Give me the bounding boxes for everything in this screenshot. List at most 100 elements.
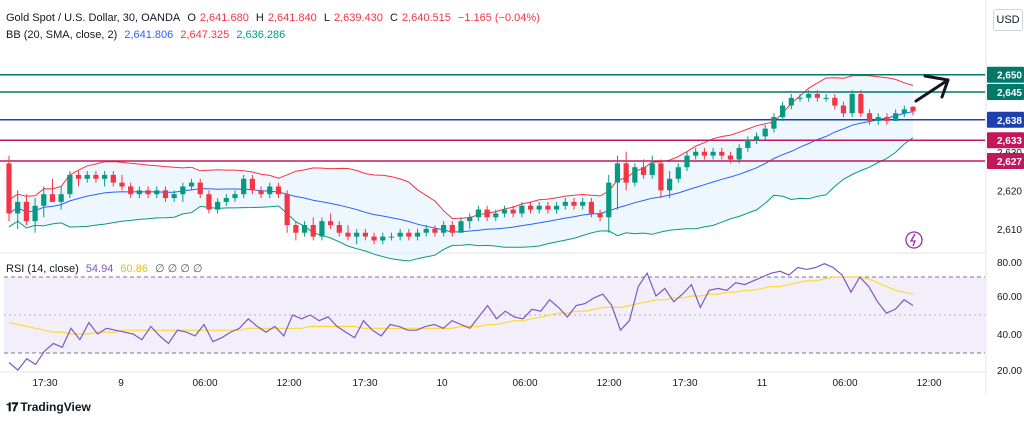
close-value: 2,640.515 <box>401 12 451 24</box>
rsi-axis-tick: 40.00 <box>997 330 1022 341</box>
candle-body <box>371 236 377 241</box>
candle-body <box>562 201 568 206</box>
tradingview-logo-icon: 𝟏𝟕 <box>6 400 18 414</box>
candle-body <box>301 225 308 233</box>
candle-body <box>180 186 186 195</box>
candle-body <box>675 167 681 179</box>
candle-body <box>32 205 38 222</box>
candle-body <box>249 178 255 191</box>
candle-body <box>362 232 368 237</box>
symbol-title[interactable]: Gold Spot / U.S. Dollar, 30, OANDA <box>6 12 181 24</box>
high-value: 2,641.840 <box>267 12 317 24</box>
candle-body <box>527 205 534 210</box>
candle-body <box>467 217 473 222</box>
time-axis-tick: 12:00 <box>916 378 941 389</box>
price-level-label: 2,645 <box>997 88 1022 99</box>
lightning-bolt-icon <box>909 233 916 247</box>
candle-body <box>336 225 342 233</box>
candle-body <box>136 190 142 195</box>
price-change: −1.165 (−0.04%) <box>457 12 540 24</box>
candle-body <box>475 209 481 218</box>
candle-body <box>380 236 386 241</box>
candle-body <box>832 97 838 106</box>
candle-body <box>284 194 290 226</box>
lightning-icon <box>905 231 923 249</box>
candle-body <box>649 163 655 175</box>
candle-body <box>893 113 899 121</box>
time-axis-tick: 12:00 <box>596 378 621 389</box>
candle-body <box>727 155 734 160</box>
time-axis-tick: 11 <box>757 378 768 389</box>
candle-body <box>406 232 412 237</box>
candle-body <box>449 225 455 233</box>
candle-body <box>414 232 421 237</box>
candle-body <box>275 186 282 195</box>
rsi-title[interactable]: RSI (14, close) <box>6 263 79 275</box>
bollinger-legend: BB (20, SMA, close, 2) 2,641.806 2,647.3… <box>6 29 289 41</box>
tradingview-logo[interactable]: 𝟏𝟕 TradingView <box>6 400 91 415</box>
candle-body <box>884 117 890 121</box>
bb-lower-value: 2,636.286 <box>236 29 286 41</box>
candle-body <box>858 93 864 114</box>
candle-body <box>823 97 829 99</box>
candle-body <box>75 174 82 179</box>
brand-name: TradingView <box>20 400 91 414</box>
candle-body <box>258 190 264 195</box>
candle-body <box>223 198 229 202</box>
low-label: L <box>323 12 330 24</box>
candle-body <box>710 151 716 156</box>
candle-body <box>701 151 707 156</box>
rsi-ma-line <box>8 276 914 335</box>
candle-body <box>614 163 621 183</box>
time-axis-tick: 17:30 <box>352 378 377 389</box>
price-level-label: 2,650 <box>997 71 1022 82</box>
price-axis-tick: 2,620 <box>997 186 1022 197</box>
candle-body <box>640 167 647 175</box>
candle-body <box>554 205 560 210</box>
candle-body <box>814 93 820 98</box>
candle-body <box>397 232 403 237</box>
candle-body <box>67 174 73 195</box>
currency-button[interactable]: USD <box>993 9 1023 31</box>
time-axis-tick: 06:00 <box>832 378 857 389</box>
candle-body <box>875 117 881 121</box>
candle-body <box>293 225 299 233</box>
candle-body <box>267 186 273 195</box>
price-level-label: 2,638 <box>997 116 1022 127</box>
time-axis-tick: 17:30 <box>32 378 57 389</box>
price-level-badge <box>987 132 1024 149</box>
candle-body <box>780 105 786 118</box>
candle-body <box>745 140 751 148</box>
candle-body <box>241 178 247 195</box>
candle-body <box>536 205 542 210</box>
candle-body <box>693 151 699 156</box>
candle-body <box>145 190 151 195</box>
candle-body <box>6 163 12 214</box>
candle-body <box>762 128 768 137</box>
price-level-label: 2,633 <box>997 136 1022 147</box>
candle-body <box>910 106 916 112</box>
rsi-axis-tick: 80.00 <box>997 258 1022 269</box>
candle-body <box>354 232 360 237</box>
trend-arrow-annotation <box>914 74 950 103</box>
candle-body <box>753 136 760 141</box>
price-level-badge <box>987 84 1024 101</box>
bb-title[interactable]: BB (20, SMA, close, 2) <box>6 29 118 41</box>
candle-body <box>849 93 855 114</box>
candle-body <box>623 163 629 183</box>
candle-body <box>736 147 742 160</box>
price-axis-tick: 2,610 <box>997 225 1022 236</box>
candle-body <box>154 190 160 195</box>
candle-body <box>545 205 551 210</box>
candle-body <box>806 93 812 98</box>
bb-fill <box>9 75 913 261</box>
close-label: C <box>389 12 398 24</box>
candle-body <box>15 201 21 214</box>
candle-body <box>501 209 508 214</box>
price-level-label: 2,627 <box>997 157 1022 168</box>
candle-body <box>197 182 203 195</box>
candle-body <box>102 174 108 179</box>
price-level-badge <box>987 66 1024 83</box>
candle-body <box>458 221 464 233</box>
